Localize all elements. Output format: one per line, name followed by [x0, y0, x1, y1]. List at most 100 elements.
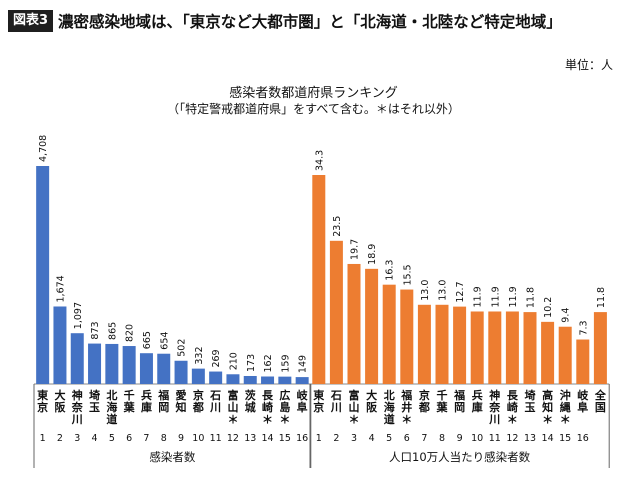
right-category-char: 山 [349, 400, 360, 414]
figure-header: 図表3 濃密感染地域は、「東京など大都市圏」と「北海道・北陸など特定地域」 [8, 10, 562, 32]
right-bar [576, 339, 590, 384]
right-category-char: 沖 [560, 388, 571, 402]
right-bar [347, 263, 361, 384]
left-bar [174, 360, 188, 384]
right-value-label: 13.0 [420, 280, 431, 301]
right-category-char: 富 [349, 388, 360, 402]
figure-label: 図表3 [8, 10, 54, 32]
right-value-label: 11.8 [526, 287, 537, 308]
left-bar [243, 375, 257, 384]
left-rank-label: 4 [92, 433, 98, 444]
right-rank-label: 5 [386, 433, 392, 444]
right-value-label: 13.0 [438, 280, 449, 301]
left-rank-label: 2 [57, 433, 63, 444]
right-category-char: ＊ [542, 413, 553, 426]
right-category-char: 大 [366, 388, 377, 402]
left-rank-label: 3 [74, 433, 80, 444]
right-category-char: 国 [595, 401, 606, 414]
left-category-char: 奈 [71, 400, 84, 414]
left-bar [139, 353, 153, 384]
left-value-label: 162 [263, 354, 274, 372]
right-category-char: 京 [313, 400, 324, 414]
left-category-char: 大 [54, 388, 65, 402]
right-value-label: 23.5 [332, 216, 343, 237]
left-value-label: 173 [246, 354, 257, 372]
right-value-label: 16.3 [385, 260, 396, 281]
left-category-char: ＊ [262, 413, 273, 426]
right-value-label: 7.3 [578, 320, 589, 335]
right-category-char: 都 [418, 400, 430, 414]
right-category-char: 縄 [560, 400, 571, 414]
left-category-char: 長 [262, 389, 274, 402]
right-rank-label: 11 [489, 433, 501, 444]
right-category-char: ＊ [507, 413, 518, 426]
right-category-char: 阪 [366, 400, 378, 414]
left-rank-label: 16 [296, 433, 308, 444]
right-bar [593, 312, 607, 384]
right-category-char: 井 [401, 400, 412, 414]
left-category-char: 城 [245, 400, 256, 414]
left-category-char: 川 [71, 413, 83, 426]
left-category-char: 庫 [141, 400, 152, 414]
left-bar [53, 306, 67, 384]
right-rank-label: 7 [421, 433, 427, 444]
left-rank-label: 8 [161, 433, 167, 444]
right-rank-label: 16 [577, 433, 589, 444]
left-category-char: 富 [227, 388, 238, 402]
right-rank-label: 6 [404, 433, 410, 444]
left-value-label: 159 [280, 354, 291, 372]
left-bar [278, 376, 292, 384]
right-category-char: 葉 [436, 400, 449, 414]
left-rank-label: 1 [40, 433, 46, 444]
left-category-char: 北 [106, 388, 117, 402]
left-bar [226, 374, 240, 384]
left-category-char: 阪 [54, 400, 66, 414]
right-rank-label: 1 [316, 433, 322, 444]
left-rank-label: 11 [210, 433, 222, 444]
unit-label: 単位：人 [564, 58, 613, 72]
left-category-char: 葉 [123, 400, 136, 414]
left-rank-label: 5 [109, 433, 115, 444]
right-category-char: 道 [384, 412, 395, 426]
left-category-char: 兵 [141, 388, 152, 402]
right-rank-label: 10 [471, 433, 483, 444]
left-bar [36, 166, 50, 384]
left-rank-label: 10 [192, 433, 204, 444]
left-value-label: 1,097 [73, 302, 84, 329]
left-category-char: 東 [37, 388, 49, 402]
left-category-char: 道 [106, 412, 117, 426]
right-bar [382, 284, 396, 384]
left-category-char: 崎 [262, 400, 273, 414]
left-value-label: 865 [107, 322, 118, 340]
right-value-label: 9.4 [561, 308, 572, 323]
right-bar [558, 326, 572, 384]
right-bar [435, 304, 449, 384]
right-category-char: 岐 [577, 388, 589, 402]
right-rank-label: 2 [333, 433, 339, 444]
right-value-label: 11.9 [508, 286, 519, 307]
left-bar [261, 376, 275, 384]
right-category-char: 庫 [472, 400, 483, 414]
right-rank-label: 12 [506, 433, 518, 444]
right-category-char: 川 [330, 401, 342, 414]
right-category-char: 奈 [488, 400, 501, 414]
left-category-char: 神 [72, 388, 83, 402]
left-rank-label: 15 [279, 433, 291, 444]
right-category-char: 岡 [454, 401, 465, 414]
right-category-char: 兵 [472, 388, 483, 402]
right-bar [312, 175, 326, 384]
left-category-char: 玉 [89, 401, 100, 414]
right-rank-label: 13 [524, 433, 536, 444]
left-value-label: 820 [125, 324, 136, 342]
right-category-char: 川 [488, 413, 500, 426]
left-bar [157, 353, 171, 384]
left-bar [209, 371, 223, 384]
left-bar [191, 368, 205, 384]
left-category-char: 広 [279, 388, 290, 402]
right-group-label: 人口10万人当たり感染者数 [389, 450, 531, 464]
left-bar [105, 343, 119, 384]
left-bar [70, 333, 84, 384]
right-category-char: ＊ [349, 413, 360, 426]
